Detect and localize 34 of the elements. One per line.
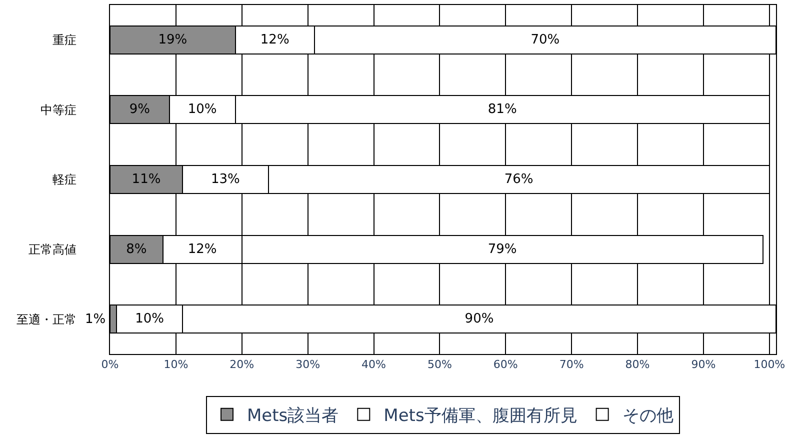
x-tick-label: 90% [691, 358, 716, 372]
data-label: 12% [188, 242, 217, 257]
data-label: 81% [488, 102, 517, 118]
data-label: 70% [530, 32, 560, 48]
data-label: 11% [132, 172, 161, 187]
y-tick-label: 重症 [52, 33, 77, 48]
data-label: 90% [464, 312, 494, 327]
data-label: 10% [135, 312, 164, 327]
x-tick-label: 80% [625, 358, 650, 372]
legend-label: その他 [622, 406, 674, 426]
data-label: 1% [85, 312, 106, 327]
data-label: 9% [129, 102, 150, 118]
legend-label: Mets予備軍、腹囲有所見 [384, 406, 578, 426]
data-label: 76% [504, 172, 534, 187]
x-tick-label: 60% [493, 358, 518, 372]
x-tick-label: 50% [427, 358, 452, 372]
y-tick-label: 中等症 [40, 102, 77, 117]
y-tick-label: 軽症 [52, 172, 77, 187]
y-tick-label: 正常高値 [28, 242, 77, 256]
legend-label: Mets該当者 [247, 406, 339, 426]
x-tick-label: 10% [164, 358, 188, 372]
y-tick-label: 至適・正常 [16, 312, 77, 326]
data-label: 8% [126, 242, 147, 257]
data-label: 12% [260, 32, 290, 48]
data-label: 13% [210, 172, 240, 187]
x-tick-label: 0% [101, 358, 119, 372]
data-label: 10% [188, 102, 217, 118]
x-tick-label: 20% [230, 358, 254, 372]
data-label: 79% [488, 242, 517, 257]
x-tick-label: 100% [754, 358, 786, 372]
x-tick-label: 30% [296, 358, 320, 372]
data-label: 19% [158, 32, 188, 48]
x-tick-label: 70% [559, 358, 584, 372]
x-tick-label: 40% [362, 358, 386, 372]
